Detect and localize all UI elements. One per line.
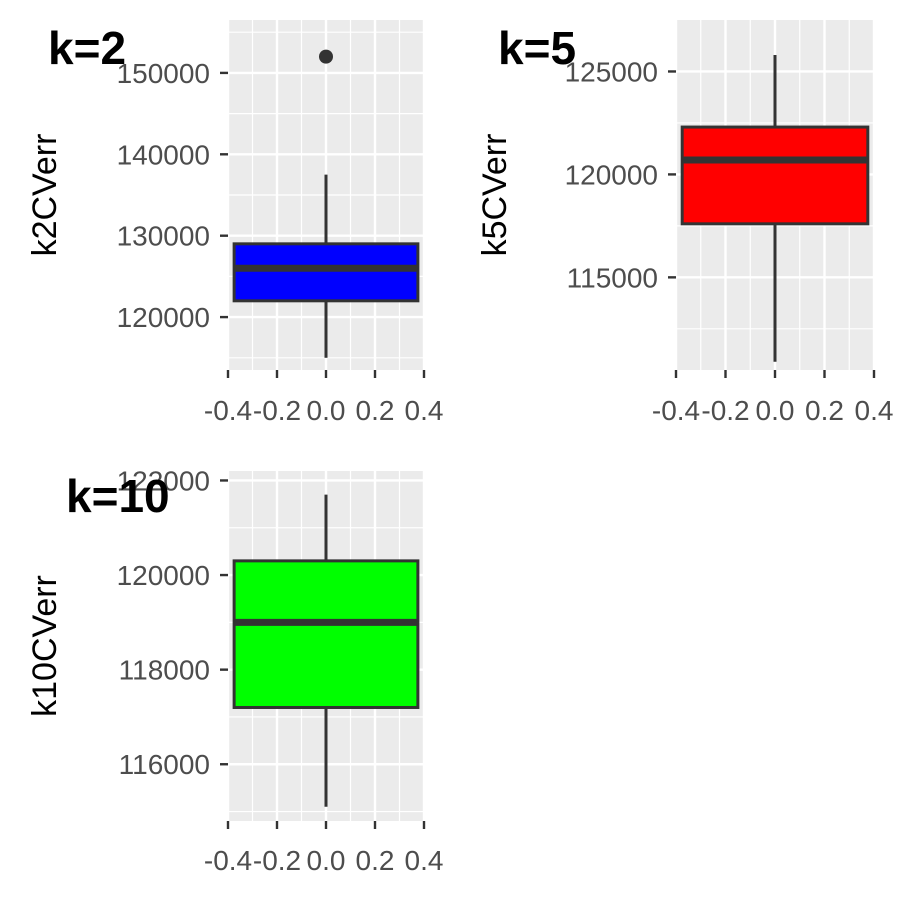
y-axis-title: k10CVerr [26, 575, 64, 717]
y-tick-label: 116000 [119, 749, 210, 780]
y-tick-label: 115000 [567, 262, 658, 293]
y-tick-label: 130000 [117, 221, 210, 252]
y-tick-label: 120000 [117, 560, 210, 591]
x-tick-label: 0.0 [756, 395, 795, 426]
x-tick-label: 0.4 [405, 845, 444, 876]
x-tick-label: -0.2 [253, 845, 301, 876]
panel-3: 116000 118000 120000 122000 -0.4 -0.2 0.0 0.2 0.… [26, 465, 443, 876]
x-tick-label: -0.2 [253, 395, 301, 426]
y-tick-label: 118000 [119, 655, 210, 686]
x-tick-label: 0.0 [307, 845, 346, 876]
x-tick-label: 0.4 [405, 395, 444, 426]
panel-2: 115000 120000 125000 -0.4 -0.2 0.0 0.2 0.4 k5CVe… [476, 20, 893, 426]
y-axis-title: k2CVerr [26, 134, 64, 257]
box-iqr [680, 125, 870, 226]
y-axis-title: k5CVerr [476, 134, 514, 257]
y-tick-label: 140000 [117, 139, 210, 170]
x-tick-label: -0.4 [652, 395, 700, 426]
panel-tag: k=5 [498, 22, 576, 74]
x-tick-label: 0.2 [356, 845, 395, 876]
box-iqr [232, 559, 420, 709]
x-tick-label: 0.2 [356, 395, 395, 426]
x-tick-label: 0.2 [805, 395, 844, 426]
panel-tag: k=10 [66, 470, 170, 522]
x-tick-label: -0.4 [204, 395, 252, 426]
x-tick-label: 0.4 [855, 395, 894, 426]
x-tick-label: -0.4 [204, 845, 252, 876]
y-tick-label: 120000 [117, 302, 210, 333]
x-tick-label: 0.0 [307, 395, 346, 426]
y-tick-label: 125000 [565, 56, 658, 87]
x-tick-label: -0.2 [701, 395, 749, 426]
y-tick-label: 150000 [117, 58, 210, 89]
y-tick-label: 122000 [117, 465, 210, 496]
panel-1: 120000 130000 140000 150000 -0.4 -0.2 0.0 0.2 0.… [26, 20, 443, 426]
y-tick-label: 120000 [565, 159, 658, 190]
outlier-point [319, 49, 333, 64]
panel-tag: k=2 [48, 22, 126, 74]
box-iqr [232, 242, 420, 303]
